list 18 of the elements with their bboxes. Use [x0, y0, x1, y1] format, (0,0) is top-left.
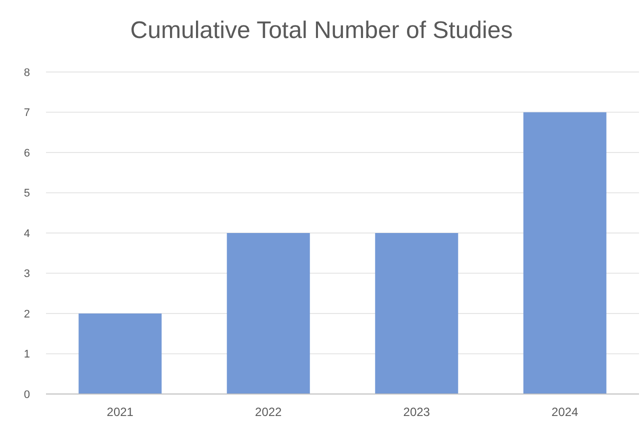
y-tick-label: 0: [24, 388, 30, 401]
y-tick-label: 7: [24, 107, 30, 120]
y-tick-label: 5: [24, 188, 30, 200]
y-tick-label: 8: [24, 66, 30, 79]
chart-title: Cumulative Total Number of Studies: [130, 17, 513, 44]
y-tick-label: 6: [24, 147, 30, 160]
bar: [78, 314, 162, 394]
x-tick-label: 2024: [552, 405, 579, 419]
y-tick-label: 3: [24, 268, 30, 280]
x-tick-label: 2023: [403, 405, 430, 419]
x-tick-label: 2021: [106, 405, 134, 419]
y-tick-label: 4: [24, 228, 30, 240]
bar: [523, 112, 606, 394]
y-tick-label: 1: [24, 348, 30, 361]
x-tick-label: 2022: [255, 405, 282, 419]
bar: [226, 233, 310, 394]
y-tick-label: 2: [24, 308, 30, 320]
bar: [375, 233, 458, 394]
